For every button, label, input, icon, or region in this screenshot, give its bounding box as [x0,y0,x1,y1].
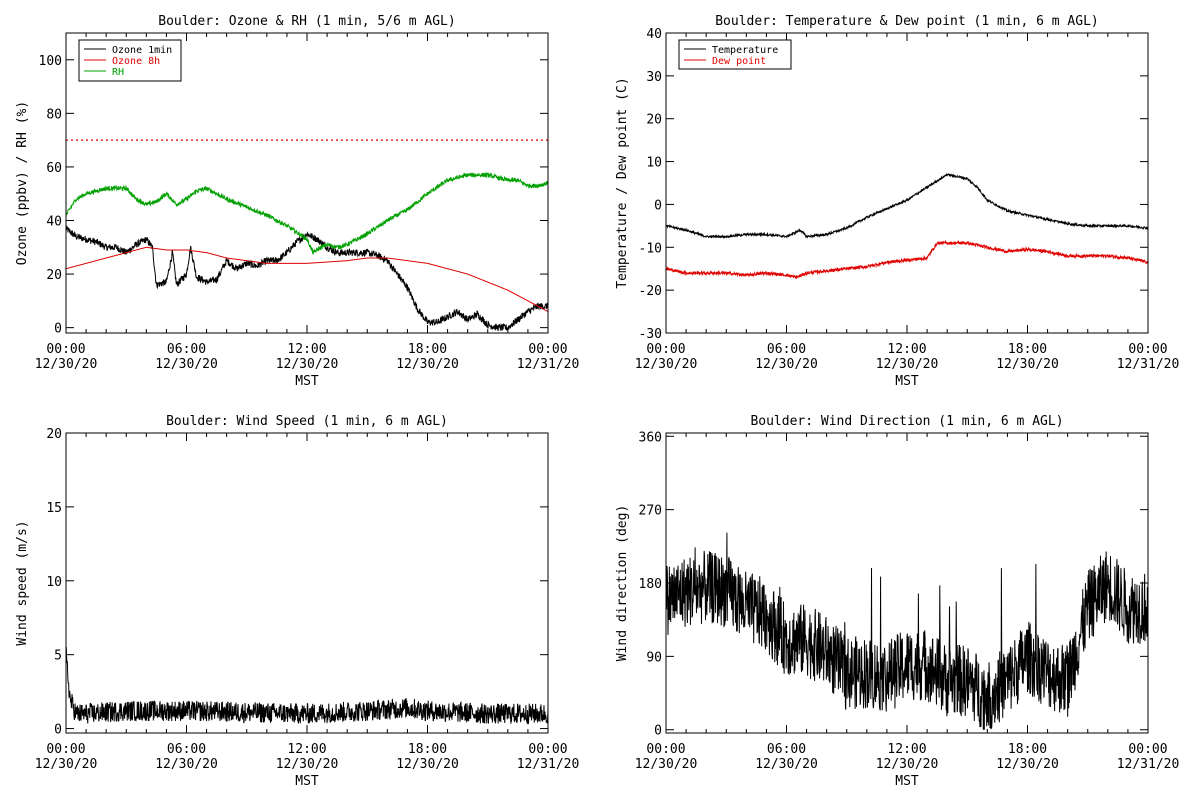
x-tick-date: 12/30/20 [996,357,1059,372]
x-axis-label: MST [895,774,919,789]
y-tick-label: 30 [646,70,662,85]
x-tick-time: 12:00 [287,742,326,757]
y-axis-label: Ozone (ppbv) / RH (%) [15,101,30,265]
y-tick-label: 0 [54,322,62,337]
y-tick-label: 90 [646,650,662,665]
x-tick-date: 12/31/20 [517,757,580,772]
x-tick-time: 12:00 [887,342,926,357]
y-tick-label: 20 [646,113,662,128]
x-tick-date: 12/30/20 [276,357,339,372]
y-tick-label: 40 [46,215,62,230]
x-tick-date: 12/30/20 [155,757,218,772]
legend-entry: RH [112,67,124,78]
x-tick-date: 12/30/20 [755,357,818,372]
series-line-1 [66,246,548,313]
x-tick-time: 00:00 [1128,742,1167,757]
chart-panel-temp: Boulder: Temperature & Dew point (1 min,… [615,14,1179,389]
y-tick-label: -20 [639,284,662,299]
x-tick-date: 12/30/20 [755,757,818,772]
y-tick-label: -30 [639,327,662,342]
x-tick-date: 12/31/20 [1117,357,1180,372]
y-tick-label: 20 [46,427,62,442]
y-tick-label: 40 [646,27,662,42]
legend-entry: Dew point [712,56,766,67]
x-tick-date: 12/30/20 [35,757,98,772]
x-tick-time: 06:00 [767,742,806,757]
legend-entry: Ozone 1min [112,45,172,56]
y-tick-label: 0 [654,198,662,213]
series-line-0 [66,225,548,332]
y-tick-label: 10 [646,156,662,171]
y-tick-label: 100 [39,54,62,69]
x-tick-date: 12/30/20 [876,757,939,772]
y-axis-label: Temperature / Dew point (C) [615,77,630,288]
y-tick-label: -10 [639,241,662,256]
x-tick-time: 00:00 [1128,342,1167,357]
y-tick-label: 180 [639,577,662,592]
y-axis-label: Wind direction (deg) [615,505,630,662]
y-tick-label: 60 [46,161,62,176]
legend-entry: Temperature [712,45,778,56]
x-tick-date: 12/30/20 [35,357,98,372]
x-tick-date: 12/30/20 [396,757,459,772]
x-tick-date: 12/30/20 [876,357,939,372]
series-line-1 [666,240,1148,280]
x-tick-time: 06:00 [167,742,206,757]
chart-panel-wspd: Boulder: Wind Speed (1 min, 6 m AGL) 0 5 10… [15,414,579,789]
x-tick-time: 12:00 [287,342,326,357]
y-tick-label: 360 [639,430,662,445]
plot-frame [65,432,549,734]
x-tick-time: 00:00 [46,342,85,357]
x-tick-date: 12/31/20 [1117,757,1180,772]
plot-frame [665,32,1149,334]
series-line-2 [66,172,548,255]
x-axis-label: MST [895,374,919,389]
x-tick-time: 06:00 [167,342,206,357]
chart-title: Boulder: Temperature & Dew point (1 min,… [715,14,1099,29]
x-tick-date: 12/30/20 [635,357,698,372]
y-tick-label: 15 [46,501,62,516]
x-tick-time: 18:00 [408,342,447,357]
chart-title: Boulder: Wind Speed (1 min, 6 m AGL) [166,414,448,429]
x-tick-date: 12/31/20 [517,357,580,372]
x-tick-time: 18:00 [1008,342,1047,357]
chart-title: Boulder: Wind Direction (1 min, 6 m AGL) [750,414,1063,429]
x-tick-date: 12/30/20 [996,757,1059,772]
x-tick-time: 00:00 [646,342,685,357]
legend-entry: Ozone 8h [112,56,160,67]
y-tick-label: 270 [639,504,662,519]
x-tick-time: 00:00 [646,742,685,757]
x-tick-date: 12/30/20 [155,357,218,372]
y-axis-label: Wind speed (m/s) [15,520,30,645]
x-axis-label: MST [295,774,319,789]
series-line-0 [666,172,1148,239]
y-tick-label: 5 [54,649,62,664]
x-tick-time: 00:00 [46,742,85,757]
x-tick-date: 12/30/20 [635,757,698,772]
y-tick-label: 0 [54,723,62,738]
x-tick-time: 00:00 [528,742,567,757]
series-line-0 [66,646,548,725]
x-tick-date: 12/30/20 [396,357,459,372]
chart-panel-wdir: Boulder: Wind Direction (1 min, 6 m AGL)… [615,414,1179,789]
x-tick-time: 18:00 [408,742,447,757]
y-tick-label: 20 [46,268,62,283]
y-tick-label: 80 [46,107,62,122]
y-tick-label: 10 [46,575,62,590]
x-tick-time: 18:00 [1008,742,1047,757]
chart-panel-ozone: Boulder: Ozone & RH (1 min, 5/6 m AGL) 0 2… [15,14,579,389]
x-tick-time: 00:00 [528,342,567,357]
y-tick-label: 0 [654,724,662,739]
x-tick-time: 12:00 [887,742,926,757]
x-tick-date: 12/30/20 [276,757,339,772]
chart-title: Boulder: Ozone & RH (1 min, 5/6 m AGL) [158,14,455,29]
x-axis-label: MST [295,374,319,389]
series-line-0 [666,532,1148,730]
x-tick-time: 06:00 [767,342,806,357]
